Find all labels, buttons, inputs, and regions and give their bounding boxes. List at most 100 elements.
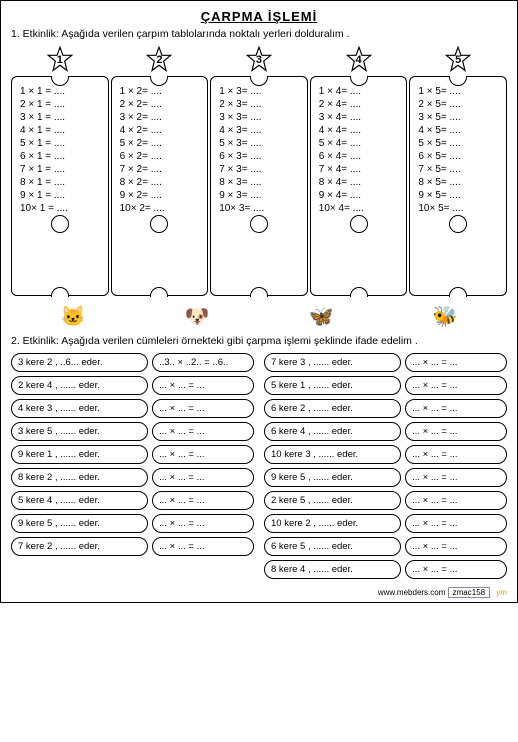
sentence-pill: 6 kere 5 , ...... eder. <box>264 537 401 556</box>
multiplication-line: 6 × 2= .... <box>116 150 204 163</box>
multiplication-line: 10× 3= .... <box>215 202 303 215</box>
page-footer: www.mebders.com zmac158 ym <box>11 587 507 598</box>
multiplication-line: 9 × 4= .... <box>315 189 403 202</box>
table-bracket: 1 × 4= ....2 × 4= ....3 × 4= ....4 × 4= … <box>310 76 408 296</box>
multiplication-line: 3 × 2= .... <box>116 111 204 124</box>
multiplication-line: 9 × 1 = .... <box>16 189 104 202</box>
multiplication-line: 4 × 3= .... <box>215 124 303 137</box>
equation-pill: ... × ... = ... <box>405 445 507 464</box>
multiplication-line: 9 × 5= .... <box>414 189 502 202</box>
star-badge: 5 <box>444 46 472 74</box>
activity2-instruction: 2. Etkinlik: Aşağıda verilen cümleleri ö… <box>11 335 507 347</box>
multiplication-line: 4 × 4= .... <box>315 124 403 137</box>
multiplication-line: 7 × 5= .... <box>414 163 502 176</box>
multiplication-line: 9 × 2= .... <box>116 189 204 202</box>
star-badge: 3 <box>245 46 273 74</box>
exercise-row: 10 kere 3 , ...... eder.... × ... = ... <box>264 445 507 464</box>
exercise-row: 5 kere 1 , ...... eder.... × ... = ... <box>264 376 507 395</box>
multiplication-line: 2 × 2= .... <box>116 98 204 111</box>
multiplication-line: 5 × 4= .... <box>315 137 403 150</box>
multiplication-line: 7 × 1 = .... <box>16 163 104 176</box>
multiplication-line: 8 × 5= .... <box>414 176 502 189</box>
equation-pill: ... × ... = ... <box>152 491 254 510</box>
sentence-pill: 7 kere 2 , ...... eder. <box>11 537 148 556</box>
footer-logo: ym <box>496 588 507 597</box>
exercise-row: 7 kere 2 , ...... eder.... × ... = ... <box>11 537 254 556</box>
equation-pill: ... × ... = ... <box>405 491 507 510</box>
star-number: 5 <box>455 54 461 66</box>
exercise-row: 8 kere 2 , ...... eder.... × ... = ... <box>11 468 254 487</box>
equation-pill: ... × ... = ... <box>405 468 507 487</box>
table-bracket: 1 × 3= ....2 × 3= ....3 × 3= ....4 × 3= … <box>210 76 308 296</box>
sentence-pill: 10 kere 3 , ...... eder. <box>264 445 401 464</box>
exercise-row: 9 kere 1 , ...... eder.... × ... = ... <box>11 445 254 464</box>
multiplication-line: 2 × 3= .... <box>215 98 303 111</box>
multiplication-line: 4 × 2= .... <box>116 124 204 137</box>
exercise-row: 9 kere 5 , ...... eder.... × ... = ... <box>11 514 254 533</box>
table-bracket: 1 × 5= ....2 × 5= ....3 × 5= ....4 × 5= … <box>409 76 507 296</box>
sentence-pill: 10 kere 2 , ...... eder. <box>264 514 401 533</box>
multiplication-line: 3 × 4= .... <box>315 111 403 124</box>
exercise-row: 2 kere 5 , ...... eder.... × ... = ... <box>264 491 507 510</box>
multiplication-line: 10× 4= .... <box>315 202 403 215</box>
star-badge: 2 <box>145 46 173 74</box>
table-column: 11 × 1 = ....2 × 1 = ....3 × 1 = ....4 ×… <box>11 46 109 296</box>
equation-pill: ... × ... = ... <box>152 537 254 556</box>
worksheet-page: ÇARPMA İŞLEMİ 1. Etkinlik: Aşağıda veril… <box>0 0 518 603</box>
sentence-pill: 3 kere 2 , ..6... eder. <box>11 353 148 372</box>
multiplication-line: 3 × 5= .... <box>414 111 502 124</box>
multiplication-line: 2 × 4= .... <box>315 98 403 111</box>
table-column: 5 1 × 5= ....2 × 5= ....3 × 5= ....4 × 5=… <box>409 46 507 296</box>
multiplication-line: 4 × 5= .... <box>414 124 502 137</box>
exercise-row: 5 kere 4 , ...... eder.... × ... = ... <box>11 491 254 510</box>
multiplication-line: 6 × 4= .... <box>315 150 403 163</box>
sentence-pill: 6 kere 2 , ...... eder. <box>264 399 401 418</box>
multiplication-line: 2 × 1 = .... <box>16 98 104 111</box>
decorative-icons: 🐱 🐶 🦋 🐝 <box>11 304 507 329</box>
dog-icon: 🐶 <box>185 304 210 329</box>
footer-site: www.mebders.com <box>378 588 446 597</box>
exercise-row: 6 kere 2 , ...... eder.... × ... = ... <box>264 399 507 418</box>
equation-pill: ... × ... = ... <box>152 514 254 533</box>
star-number: 3 <box>256 54 262 66</box>
sentence-pill: 4 kere 3 , ...... eder. <box>11 399 148 418</box>
equation-pill: ... × ... = ... <box>405 376 507 395</box>
table-column: 3 1 × 3= ....2 × 3= ....3 × 3= ....4 × 3=… <box>210 46 308 296</box>
multiplication-line: 1 × 2= .... <box>116 85 204 98</box>
sentence-pill: 8 kere 2 , ...... eder. <box>11 468 148 487</box>
activity2-left-col: 3 kere 2 , ..6... eder...3.. × ..2.. = .… <box>11 353 254 583</box>
exercise-row: 9 kere 5 , ...... eder.... × ... = ... <box>264 468 507 487</box>
multiplication-line: 7 × 4= .... <box>315 163 403 176</box>
sentence-pill: 3 kere 5 , ...... eder. <box>11 422 148 441</box>
exercise-row: 3 kere 5 , ...... eder.... × ... = ... <box>11 422 254 441</box>
equation-pill: ... × ... = ... <box>405 514 507 533</box>
multiplication-line: 6 × 3= .... <box>215 150 303 163</box>
multiplication-line: 7 × 3= .... <box>215 163 303 176</box>
multiplication-line: 9 × 3= .... <box>215 189 303 202</box>
multiplication-line: 10× 5= .... <box>414 202 502 215</box>
multiplication-line: 7 × 2= .... <box>116 163 204 176</box>
butterfly-icon: 🦋 <box>309 304 334 329</box>
equation-pill: ... × ... = ... <box>405 353 507 372</box>
multiplication-line: 1 × 1 = .... <box>16 85 104 98</box>
multiplication-line: 5 × 2= .... <box>116 137 204 150</box>
table-column: 21 × 2= ....2 × 2= ....3 × 2= ....4 × 2=… <box>111 46 209 296</box>
sentence-pill: 7 kere 3 , ...... eder. <box>264 353 401 372</box>
exercise-row: 4 kere 3 , ...... eder.... × ... = ... <box>11 399 254 418</box>
sentence-pill: 9 kere 5 , ...... eder. <box>11 514 148 533</box>
activity2-grid: 3 kere 2 , ..6... eder...3.. × ..2.. = .… <box>11 353 507 583</box>
equation-pill: ... × ... = ... <box>152 422 254 441</box>
activity2-right-col: 7 kere 3 , ...... eder.... × ... = ...5 … <box>264 353 507 583</box>
exercise-row: 10 kere 2 , ...... eder.... × ... = ... <box>264 514 507 533</box>
multiplication-line: 6 × 5= .... <box>414 150 502 163</box>
equation-pill: ... × ... = ... <box>152 399 254 418</box>
star-number: 4 <box>356 54 362 66</box>
multiplication-line: 10× 2= .... <box>116 202 204 215</box>
table-column: 4 1 × 4= ....2 × 4= ....3 × 4= ....4 × 4=… <box>310 46 408 296</box>
star-number: 1 <box>57 54 63 66</box>
sentence-pill: 5 kere 4 , ...... eder. <box>11 491 148 510</box>
sentence-pill: 9 kere 5 , ...... eder. <box>264 468 401 487</box>
bee-icon: 🐝 <box>433 304 458 329</box>
cat-icon: 🐱 <box>61 304 86 329</box>
table-bracket: 1 × 2= ....2 × 2= ....3 × 2= ....4 × 2= … <box>111 76 209 296</box>
